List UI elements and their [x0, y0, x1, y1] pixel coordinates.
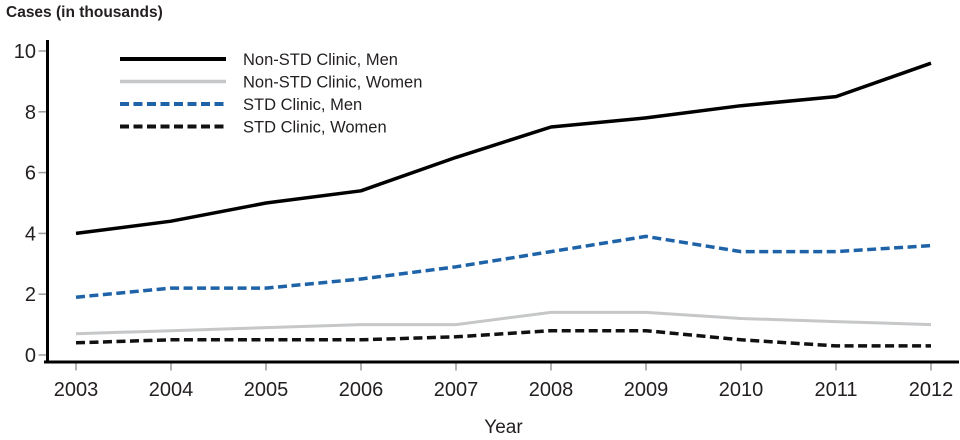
y-tick-label: 6: [25, 163, 36, 185]
y-tick-label: 8: [25, 102, 36, 124]
legend-label-2: STD Clinic, Men: [243, 96, 362, 114]
x-tick-label: 2004: [149, 379, 194, 401]
x-tick-label: 2006: [339, 379, 384, 401]
chart-title: Cases (in thousands): [6, 4, 163, 21]
x-tick-label: 2011: [814, 379, 857, 401]
x-tick-label: 2008: [529, 379, 574, 401]
x-tick-label: 2012: [909, 379, 954, 401]
legend-label-0: Non-STD Clinic, Men: [243, 51, 398, 69]
series-line-3: [75, 328, 931, 348]
y-tick-label: 10: [14, 41, 36, 63]
legend-label-3: STD Clinic, Women: [243, 119, 387, 137]
y-tick-label: 0: [25, 345, 36, 367]
x-tick-label: 2009: [624, 379, 669, 401]
series-line-2: [75, 234, 932, 299]
x-tick-label: 2005: [244, 379, 289, 401]
legend-label-1: Non-STD Clinic, Women: [243, 74, 422, 92]
x-tick-label: 2007: [434, 379, 479, 401]
y-tick-label: 4: [25, 223, 36, 245]
x-tick-label: 2010: [719, 379, 764, 401]
series-line-1: [75, 310, 932, 336]
x-axis-title: Year: [484, 417, 523, 438]
series-line-0: [75, 61, 932, 236]
x-tick-label: 2003: [54, 379, 99, 401]
y-tick-label: 2: [25, 284, 36, 306]
